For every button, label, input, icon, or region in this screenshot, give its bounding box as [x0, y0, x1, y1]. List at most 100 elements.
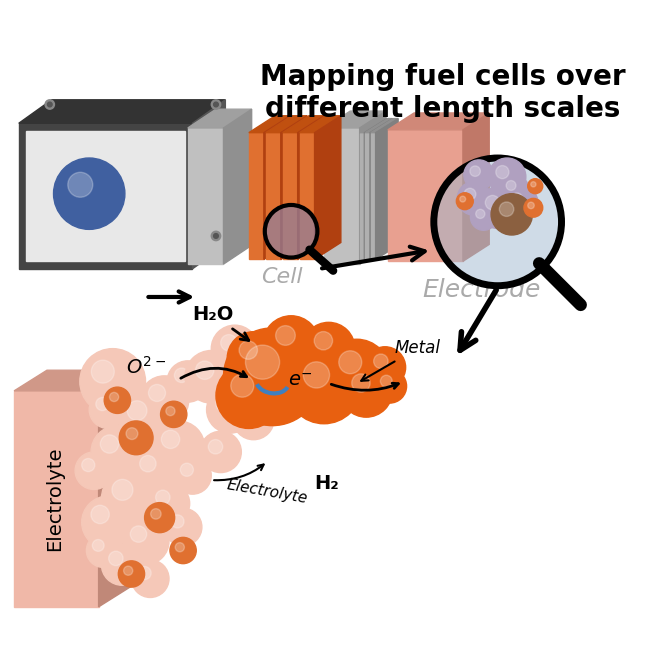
Circle shape [460, 196, 466, 202]
Circle shape [117, 391, 174, 447]
Circle shape [161, 430, 179, 449]
Circle shape [80, 348, 145, 415]
Circle shape [130, 526, 147, 542]
Polygon shape [281, 116, 307, 259]
Circle shape [241, 407, 255, 421]
Circle shape [45, 100, 54, 109]
Circle shape [96, 398, 109, 411]
Circle shape [126, 428, 138, 440]
Polygon shape [223, 109, 252, 264]
Circle shape [457, 193, 474, 210]
Circle shape [373, 369, 407, 403]
Circle shape [112, 479, 133, 500]
Circle shape [138, 567, 151, 580]
Circle shape [176, 542, 185, 552]
Circle shape [122, 517, 169, 565]
Text: Electrode: Electrode [422, 278, 541, 302]
Circle shape [470, 204, 496, 231]
Text: H₂: H₂ [314, 474, 339, 493]
Polygon shape [188, 128, 223, 264]
Circle shape [263, 316, 319, 372]
Circle shape [434, 158, 561, 286]
Polygon shape [266, 116, 307, 133]
Circle shape [152, 421, 205, 474]
Circle shape [339, 350, 362, 374]
Circle shape [212, 100, 221, 109]
Circle shape [208, 440, 223, 454]
Circle shape [364, 346, 405, 388]
Polygon shape [360, 133, 364, 259]
Polygon shape [388, 113, 489, 130]
Circle shape [119, 421, 153, 455]
Circle shape [156, 490, 170, 504]
Polygon shape [99, 370, 132, 607]
Circle shape [476, 210, 485, 219]
Text: Metal: Metal [362, 339, 440, 381]
Circle shape [206, 386, 253, 433]
Circle shape [340, 365, 392, 417]
Polygon shape [375, 119, 398, 259]
Circle shape [92, 540, 104, 552]
Circle shape [164, 508, 202, 546]
Circle shape [214, 234, 218, 238]
Circle shape [171, 515, 184, 528]
Polygon shape [314, 116, 341, 259]
Circle shape [216, 363, 282, 428]
Polygon shape [299, 116, 341, 133]
Circle shape [47, 102, 52, 107]
Circle shape [352, 374, 370, 392]
Polygon shape [266, 133, 281, 259]
Circle shape [160, 402, 187, 428]
Circle shape [491, 194, 533, 235]
Circle shape [303, 322, 355, 375]
Circle shape [149, 483, 190, 524]
Circle shape [223, 328, 321, 426]
Circle shape [132, 447, 178, 494]
Circle shape [233, 398, 274, 440]
Circle shape [174, 368, 189, 383]
Polygon shape [299, 133, 314, 259]
Circle shape [124, 566, 133, 575]
Circle shape [200, 431, 241, 472]
Circle shape [212, 231, 221, 240]
Polygon shape [14, 391, 99, 607]
Circle shape [214, 102, 218, 107]
Circle shape [127, 401, 147, 421]
Circle shape [109, 392, 119, 402]
Circle shape [324, 339, 390, 405]
Circle shape [82, 458, 95, 472]
Circle shape [231, 374, 253, 397]
Text: H₂O: H₂O [193, 305, 249, 341]
Polygon shape [19, 100, 225, 123]
Polygon shape [371, 119, 398, 133]
Polygon shape [188, 109, 252, 128]
Circle shape [89, 391, 127, 428]
Circle shape [91, 360, 115, 383]
Circle shape [102, 544, 143, 586]
Circle shape [68, 172, 93, 197]
Circle shape [132, 560, 169, 597]
Circle shape [477, 187, 518, 229]
Circle shape [180, 463, 193, 476]
Circle shape [506, 181, 516, 191]
Text: Cell: Cell [261, 267, 303, 287]
Circle shape [303, 362, 329, 388]
Circle shape [314, 331, 333, 350]
Circle shape [221, 335, 237, 351]
Circle shape [528, 179, 543, 194]
Circle shape [54, 158, 125, 229]
Circle shape [227, 331, 280, 384]
Circle shape [265, 205, 318, 257]
Circle shape [511, 193, 523, 205]
Polygon shape [14, 370, 132, 391]
Polygon shape [26, 131, 185, 261]
Polygon shape [370, 119, 392, 259]
Circle shape [499, 202, 514, 216]
Circle shape [100, 435, 119, 453]
Circle shape [239, 341, 257, 360]
Circle shape [464, 188, 476, 200]
Polygon shape [365, 119, 392, 133]
Circle shape [170, 537, 196, 564]
Circle shape [216, 396, 233, 412]
Circle shape [464, 160, 494, 190]
